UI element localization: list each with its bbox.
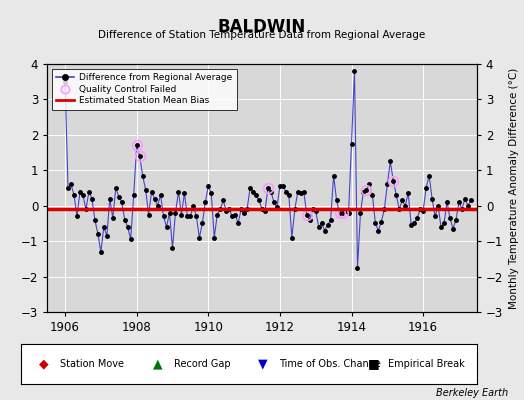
Y-axis label: Monthly Temperature Anomaly Difference (°C): Monthly Temperature Anomaly Difference (… <box>509 67 519 309</box>
Text: ▼: ▼ <box>258 358 268 370</box>
Text: Empirical Break: Empirical Break <box>388 359 465 369</box>
Text: BALDWIN: BALDWIN <box>218 18 306 36</box>
Text: ◆: ◆ <box>39 358 49 370</box>
Text: Station Move: Station Move <box>60 359 124 369</box>
Text: Difference of Station Temperature Data from Regional Average: Difference of Station Temperature Data f… <box>99 30 425 40</box>
Legend: Difference from Regional Average, Quality Control Failed, Estimated Station Mean: Difference from Regional Average, Qualit… <box>52 68 236 110</box>
Text: ▲: ▲ <box>153 358 163 370</box>
Text: Time of Obs. Change: Time of Obs. Change <box>279 359 380 369</box>
Text: ■: ■ <box>367 358 379 370</box>
Text: Berkeley Earth: Berkeley Earth <box>436 388 508 398</box>
Text: Record Gap: Record Gap <box>173 359 231 369</box>
